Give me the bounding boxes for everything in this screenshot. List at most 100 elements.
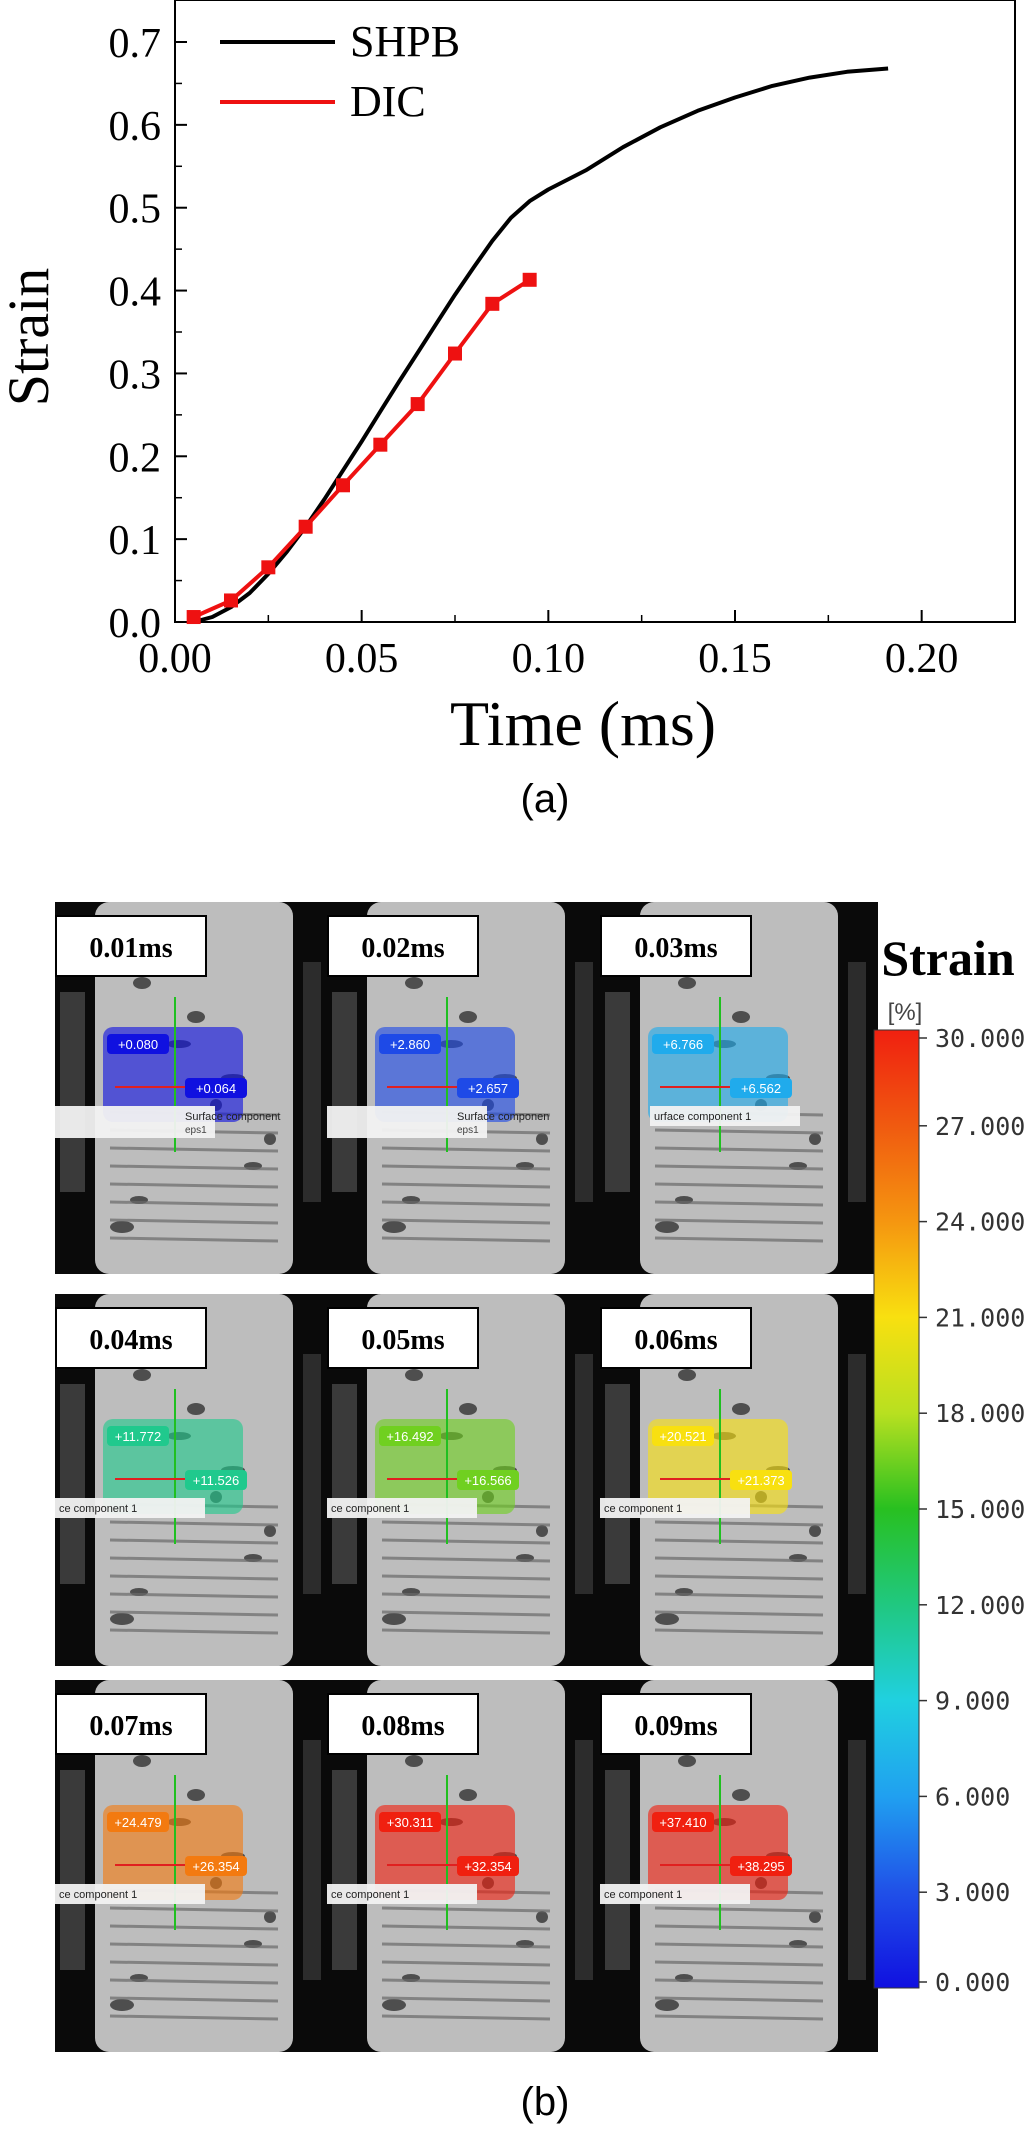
component-label: ce component 1 — [331, 1503, 409, 1515]
data-point-dic — [410, 397, 425, 412]
fixture-left — [605, 992, 630, 1192]
speckle — [732, 1403, 750, 1415]
dic-frame: +2.860 +2.657 Surface componen eps1 0.02ms — [327, 902, 605, 1274]
specimen-texture — [654, 1996, 824, 2003]
x-tick-label: 0.10 — [512, 636, 586, 682]
value-tag-bottom — [457, 1078, 519, 1098]
specimen-texture — [654, 1236, 824, 1243]
speckle — [264, 1525, 276, 1537]
speckle — [459, 1789, 477, 1801]
value-tag-bottom-text: +6.562 — [741, 1081, 781, 1096]
value-tag-bottom — [457, 1470, 519, 1490]
x-tick-label: 0.00 — [138, 636, 212, 682]
colorbar-tick-label: 9.000 — [935, 1687, 1010, 1716]
speckle — [809, 1911, 821, 1923]
value-tag-bottom-text: +11.526 — [193, 1473, 239, 1488]
time-label-box — [600, 915, 752, 977]
fixture-left — [332, 992, 357, 1192]
value-tag-top-text: +2.860 — [390, 1037, 430, 1052]
value-tag-top-text: +30.311 — [387, 1815, 433, 1830]
specimen-texture — [654, 1128, 824, 1135]
specimen-texture — [109, 1906, 279, 1913]
time-label-box — [600, 1693, 752, 1755]
specimen-texture — [109, 2014, 279, 2021]
time-label-box — [327, 1307, 479, 1369]
time-label: 0.09ms — [634, 1711, 717, 1742]
speckle — [110, 1221, 134, 1233]
colorbar-tick-label: 18.000 — [935, 1399, 1025, 1428]
time-label-box — [55, 915, 207, 977]
component-label: ce component 1 — [604, 1503, 682, 1515]
value-tag-top-text: +37.410 — [659, 1815, 706, 1830]
component-label-box — [55, 1884, 205, 1904]
x-ticks: 0.00 0.05 0.10 0.15 0.20 — [138, 610, 958, 682]
component-label: Surface componen — [457, 1111, 549, 1123]
time-label-box — [327, 1693, 479, 1755]
component-label-box — [600, 1498, 750, 1518]
dic-frame: +24.479 +26.354 ce component 1 0.07ms — [55, 1680, 333, 2052]
value-tag-bottom — [185, 1078, 247, 1098]
value-tag-top-text: +24.479 — [114, 1815, 161, 1830]
specimen-texture — [654, 1146, 824, 1153]
specimen-texture — [654, 1906, 824, 1913]
speckle — [655, 1221, 679, 1233]
component-label-box — [55, 1498, 205, 1518]
speckle — [809, 1133, 821, 1145]
specimen-texture — [109, 1556, 279, 1563]
dic-frame: +6.766 +6.562 urface component 1 0.03ms — [600, 902, 878, 1274]
data-point-dic — [186, 610, 201, 625]
specimen-texture — [654, 1200, 824, 1207]
speckle — [678, 1755, 696, 1767]
y-tick-label: 0.1 — [109, 518, 162, 564]
specimen-texture — [654, 1628, 824, 1635]
specimen-texture — [109, 1182, 279, 1189]
data-point-dic — [373, 437, 388, 452]
specimen-texture — [381, 1978, 551, 1985]
colorbar-tick-label: 3.000 — [935, 1878, 1010, 1907]
colorbar-tick-label: 6.000 — [935, 1782, 1010, 1811]
specimen-texture — [109, 1960, 279, 1967]
y-tick-label: 0.2 — [109, 435, 162, 481]
value-tag-bottom — [457, 1856, 519, 1876]
specimen-texture — [654, 1574, 824, 1581]
series-layer — [186, 66, 889, 625]
time-label-box — [327, 915, 479, 977]
fixture-right — [848, 1740, 866, 1980]
specimen-texture — [381, 1996, 551, 2003]
y-axis-label: Strain — [0, 268, 61, 407]
specimen-texture — [109, 1164, 279, 1171]
component-label: ce component 1 — [59, 1503, 137, 1515]
speckle — [732, 1011, 750, 1023]
speckle — [405, 1369, 423, 1381]
specimen-texture — [654, 1960, 824, 1967]
specimen-texture — [654, 1978, 824, 1985]
specimen-texture — [109, 1236, 279, 1243]
value-tag-bottom-text: +32.354 — [464, 1859, 511, 1874]
specimen-texture — [381, 1592, 551, 1599]
fixture-right — [848, 962, 866, 1202]
specimen-texture — [381, 1200, 551, 1207]
speckle — [382, 1221, 406, 1233]
specimen-texture — [654, 1218, 824, 1225]
fixture-left — [605, 1384, 630, 1584]
speckle — [536, 1911, 548, 1923]
y-tick-label: 0.3 — [109, 352, 162, 398]
panel-label-a: (a) — [521, 777, 570, 821]
speckle — [809, 1525, 821, 1537]
legend: SHPB DIC — [220, 17, 460, 126]
time-label: 0.04ms — [89, 1325, 172, 1356]
fixture-right — [575, 1354, 593, 1594]
specimen-texture — [654, 1556, 824, 1563]
plot-frame — [174, 0, 1016, 623]
specimen-texture — [109, 1574, 279, 1581]
x-tick-label: 0.15 — [698, 636, 772, 682]
value-tag-top-text: +6.766 — [663, 1037, 703, 1052]
data-point-dic — [298, 519, 313, 534]
value-tag-top — [379, 1812, 441, 1832]
x-tick-label: 0.20 — [885, 636, 959, 682]
component-label-box — [327, 1106, 487, 1138]
component-label: Surface component — [185, 1111, 280, 1123]
value-tag-top-text: +16.492 — [386, 1429, 433, 1444]
